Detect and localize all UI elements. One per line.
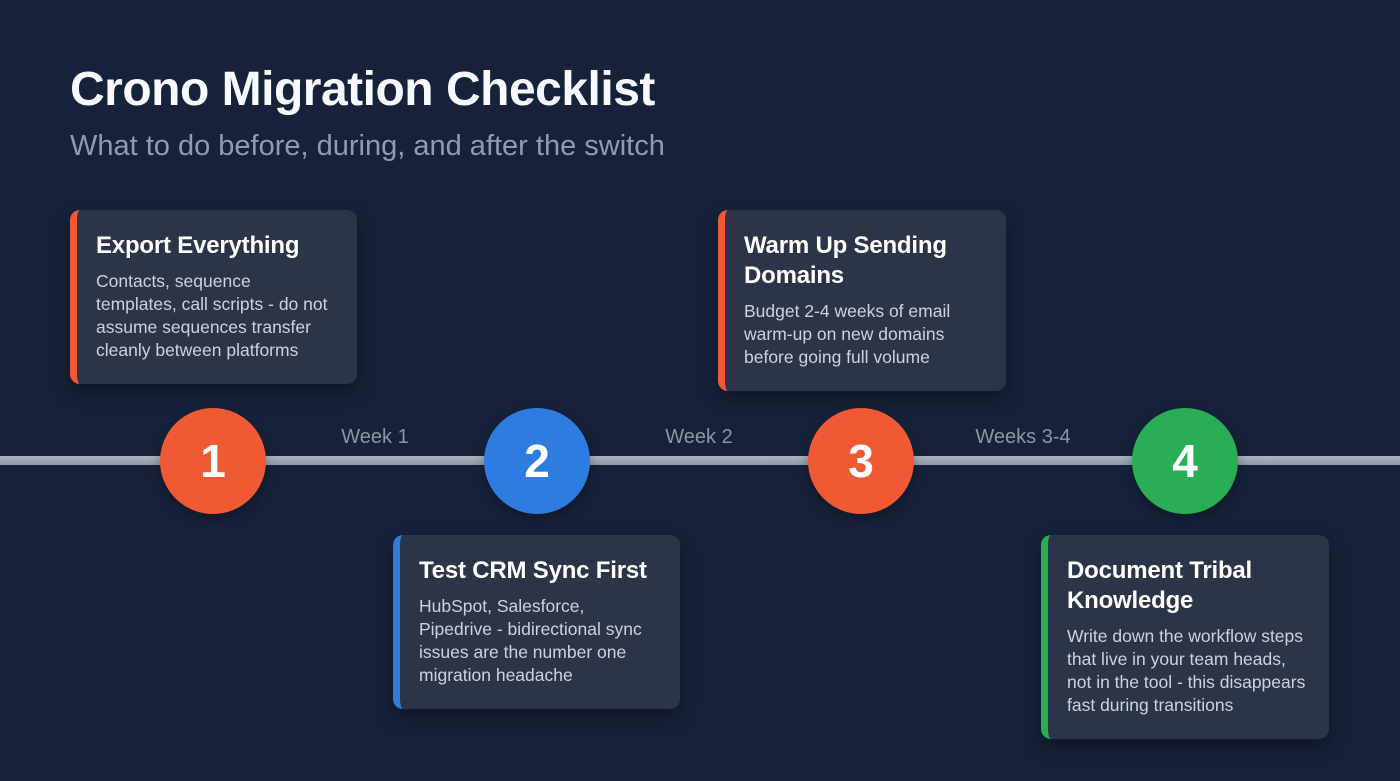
step-card-warm-up-domains: Warm Up Sending Domains Budget 2-4 weeks… [718, 210, 1006, 391]
week-label-3: Weeks 3-4 [975, 426, 1071, 448]
card-description: Contacts, sequence templates, call scrip… [96, 271, 328, 360]
week-label-1: Week 1 [341, 426, 409, 448]
step-circle-1: 1 [160, 408, 266, 514]
step-card-document-knowledge: Document Tribal Knowledge Write down the… [1041, 535, 1329, 739]
card-title: Document Tribal Knowledge [1067, 557, 1253, 614]
card-description: Budget 2-4 weeks of email warm-up on new… [744, 301, 951, 367]
step-card-export-everything: Export Everything Contacts, sequence tem… [70, 210, 357, 384]
card-description: HubSpot, Salesforce, Pipedrive - bidirec… [419, 596, 642, 685]
page-subtitle: What to do before, during, and after the… [70, 130, 665, 162]
card-title: Warm Up Sending Domains [744, 232, 947, 289]
step-circle-4: 4 [1132, 408, 1238, 514]
step-circle-3: 3 [808, 408, 914, 514]
step-number: 3 [848, 435, 874, 487]
step-circle-2: 2 [484, 408, 590, 514]
page-title: Crono Migration Checklist [70, 63, 655, 116]
card-title: Test CRM Sync First [419, 557, 647, 584]
card-description: Write down the workflow steps that live … [1067, 626, 1306, 715]
step-number: 2 [524, 435, 550, 487]
step-card-test-crm-sync: Test CRM Sync First HubSpot, Salesforce,… [393, 535, 680, 709]
timeline-line [0, 456, 1400, 465]
step-number: 1 [200, 435, 226, 487]
step-number: 4 [1172, 435, 1198, 487]
card-title: Export Everything [96, 232, 300, 259]
week-label-2: Week 2 [665, 426, 733, 448]
